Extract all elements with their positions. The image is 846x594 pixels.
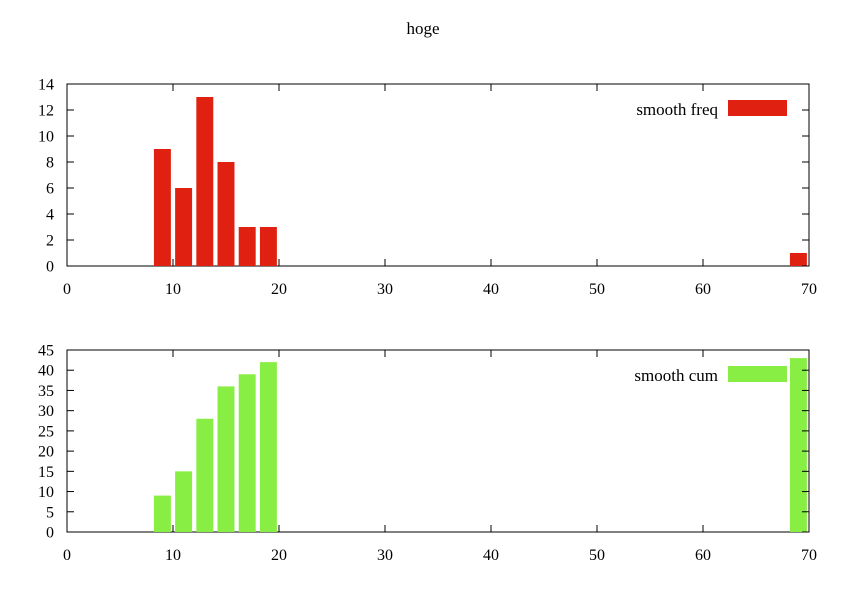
freq-bar-6	[789, 253, 807, 266]
cum-xtick-label-4: 40	[483, 547, 499, 564]
freq-xtick-label-6: 60	[695, 281, 711, 298]
freq-ytick-label-4: 8	[46, 155, 54, 172]
cum-xtick-label-2: 20	[271, 547, 287, 564]
freq-ytick-label-6: 12	[38, 103, 54, 120]
cum-xtick-label-3: 30	[377, 547, 393, 564]
cum-bar-2	[196, 418, 214, 532]
cumulative-panel: smooth cum 0 10 20 30 40 50 60 70 0 5 10 15 20 25 30 35 4…	[38, 343, 817, 565]
freq-xtick-label-4: 40	[483, 281, 499, 298]
chart-title: hoge	[406, 19, 439, 38]
freq-xtick-label-1: 10	[165, 281, 181, 298]
freq-bar-3	[217, 162, 235, 266]
freq-xtick-label-3: 30	[377, 281, 393, 298]
cum-xtick-label-0: 0	[63, 547, 71, 564]
freq-bar-2	[196, 97, 214, 266]
freq-ytick-label-7: 14	[38, 77, 54, 94]
cum-legend-label: smooth cum	[634, 366, 718, 385]
frequency-panel: smooth freq 0 10 20 30 40 50 60 70 0 2 4 6 8 10 12 14	[38, 77, 817, 299]
cum-ytick-label-6: 30	[38, 403, 54, 420]
freq-ytick-label-2: 4	[46, 207, 54, 224]
cum-xtick-label-7: 70	[801, 547, 817, 564]
cum-bar-1	[175, 471, 193, 532]
freq-xtick-label-7: 70	[801, 281, 817, 298]
freq-legend-label: smooth freq	[636, 100, 718, 119]
freq-bar-5	[259, 227, 277, 266]
freq-xtick-label-2: 20	[271, 281, 287, 298]
cum-ytick-label-2: 10	[38, 484, 54, 501]
freq-ytick-label-5: 10	[38, 129, 54, 146]
freq-plot-frame	[66, 83, 810, 267]
freq-bar-4	[238, 227, 256, 266]
cum-bar-0	[153, 495, 171, 532]
cum-ytick-label-4: 20	[38, 444, 54, 461]
cum-bar-3	[217, 386, 235, 532]
cum-ytick-label-5: 25	[38, 423, 54, 440]
freq-bar-1	[175, 188, 193, 266]
freq-ytick-label-3: 6	[46, 181, 54, 198]
cum-xtick-label-1: 10	[165, 547, 181, 564]
cum-ytick-label-9: 45	[38, 343, 54, 360]
freq-xtick-label-5: 50	[589, 281, 605, 298]
freq-ytick-label-0: 0	[46, 259, 54, 276]
cum-ytick-label-8: 40	[38, 363, 54, 380]
cum-bar-6	[789, 358, 807, 532]
cum-legend-swatch	[728, 366, 787, 382]
cum-plot-frame	[66, 349, 810, 533]
cum-xtick-label-5: 50	[589, 547, 605, 564]
freq-ytick-label-1: 2	[46, 233, 54, 250]
cum-bar-5	[259, 362, 277, 532]
cum-ytick-label-0: 0	[46, 525, 54, 542]
cum-bar-4	[238, 374, 256, 532]
cum-xtick-label-6: 60	[695, 547, 711, 564]
freq-xtick-label-0: 0	[63, 281, 71, 298]
cum-ytick-label-3: 15	[38, 464, 54, 481]
cum-ytick-label-1: 5	[46, 504, 54, 521]
freq-legend-swatch	[728, 100, 787, 116]
freq-bar-0	[153, 149, 171, 266]
cum-ytick-label-7: 35	[38, 383, 54, 400]
